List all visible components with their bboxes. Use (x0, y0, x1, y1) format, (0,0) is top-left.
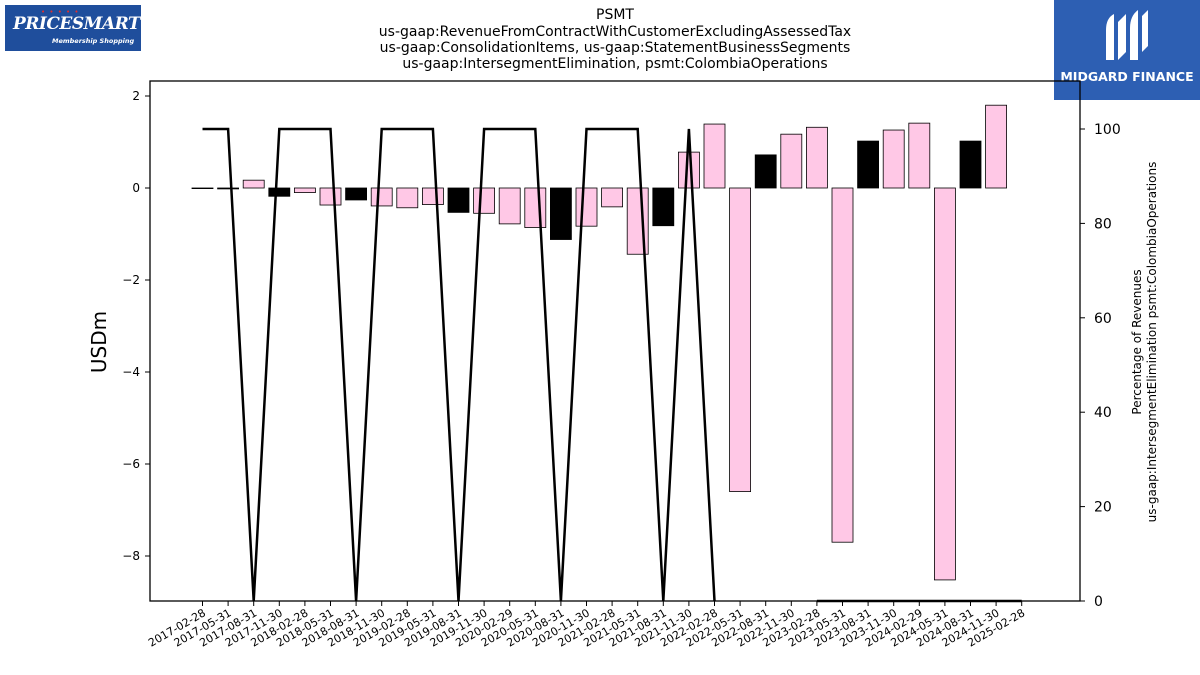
y-right-axis-label: Percentage of Revenues (1130, 269, 1144, 414)
bar-2020-08-31 (550, 187, 572, 240)
y-tick-label: 2 (132, 89, 140, 103)
y-right-tick-label: 0 (1094, 594, 1103, 610)
bar-2023-08-31 (857, 140, 879, 189)
y-axis-label: USDm (87, 311, 111, 373)
bar-2018-08-31 (345, 187, 368, 201)
bar-2024-11-30 (985, 104, 1007, 189)
bar-2017-02-28 (191, 187, 214, 190)
bar-2021-11-30 (678, 151, 700, 189)
chart-title-line-1: PSMT (596, 7, 634, 23)
bar-2019-08-31 (447, 187, 470, 213)
bar-2022-05-31 (729, 187, 751, 493)
bar-2017-08-31 (242, 179, 265, 189)
chart-title-line-2: us-gaap:RevenueFromContractWithCustomerE… (378, 24, 852, 40)
y-right-tick-label: 40 (1094, 405, 1112, 421)
y-right-tick-label: 60 (1094, 311, 1112, 327)
bar-2023-11-30 (882, 129, 905, 189)
bar-2022-02-28 (703, 123, 726, 189)
bar-2018-02-28 (293, 187, 316, 193)
y-right-tick-label: 80 (1094, 216, 1112, 232)
y-right-tick-label: 20 (1094, 500, 1112, 516)
y-right-tick-label: 100 (1094, 122, 1121, 138)
bar-2024-02-29 (908, 122, 931, 189)
chart-title-line-3: us-gaap:ConsolidationItems, us-gaap:Stat… (379, 40, 851, 56)
bar-2020-05-31 (524, 187, 547, 228)
logo-dots-icon: • • • • • (41, 8, 80, 16)
midgard-finance-logo: MIDGARD FINANCE (1054, 0, 1200, 100)
y-tick-label: −8 (122, 549, 140, 563)
bar-2020-11-30 (575, 187, 598, 227)
bar-2017-05-31 (217, 187, 240, 190)
bar-2017-11-30 (268, 187, 291, 197)
bar-2019-05-31 (421, 187, 444, 205)
logo-left-text: PRICESMART (13, 14, 141, 34)
y-tick-label: −2 (122, 273, 140, 287)
chart-title-line-4: us-gaap:IntersegmentElimination, psmt:Co… (402, 56, 828, 72)
y-right-axis-label: us-gaap:IntersegmentElimination psmt:Col… (1145, 162, 1159, 523)
bar-2018-05-31 (319, 187, 342, 206)
bar-2019-02-28 (396, 187, 419, 209)
pricesmart-logo: • • • • • PRICESMART Membership Shopping (5, 5, 141, 51)
bar-2021-02-28 (601, 187, 623, 208)
logo-right-text: MIDGARD FINANCE (1060, 69, 1194, 84)
bar-2022-11-30 (780, 133, 803, 189)
bar-2023-02-28 (806, 126, 828, 189)
bar-2018-11-30 (370, 187, 393, 207)
bar-2024-08-31 (959, 140, 982, 189)
logo-left-tagline: Membership Shopping (52, 37, 135, 45)
bar-2024-05-31 (934, 187, 956, 581)
bar-2023-05-31 (831, 187, 854, 543)
bar-2020-02-29 (498, 187, 521, 225)
y-tick-label: 0 (132, 181, 140, 195)
y-tick-label: −4 (122, 365, 140, 379)
bar-2019-11-30 (473, 187, 496, 214)
plot-frame (149, 80, 1081, 602)
bar-2022-08-31 (754, 154, 777, 189)
bar-2021-08-31 (652, 187, 675, 227)
midgard-logo-icon (1106, 10, 1148, 60)
y-tick-label: −6 (122, 457, 140, 471)
